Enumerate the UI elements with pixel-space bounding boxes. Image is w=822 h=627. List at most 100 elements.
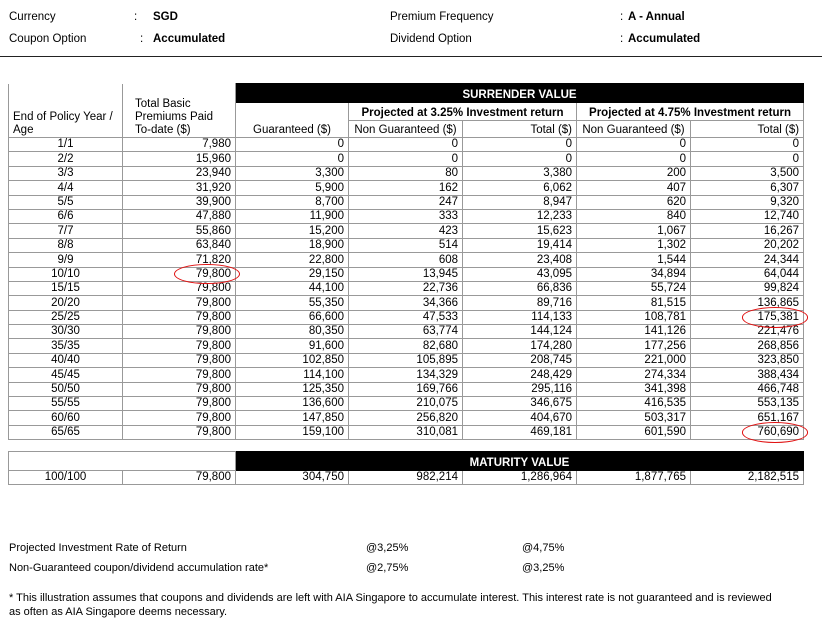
cell-year: 1/1 xyxy=(8,136,123,153)
cell-premiums: 63,840 xyxy=(122,237,236,254)
cell-total-475: 553,135 xyxy=(689,396,805,412)
cell-non-guaranteed-325: 256,820 xyxy=(348,410,463,426)
maturity-value-title: MATURITY VALUE xyxy=(235,451,804,471)
cell-premiums: 79,800 xyxy=(122,410,236,426)
cell-total-325: 174,280 xyxy=(462,338,577,354)
cell-total-475: 20,202 xyxy=(689,237,805,254)
table-row: 1/1 7,980 0 0 0 0 0 xyxy=(8,136,805,153)
surrender-value-title: SURRENDER VALUE xyxy=(234,83,805,103)
cell-non-guaranteed-325: 514 xyxy=(348,237,463,254)
currency-sep: : xyxy=(134,11,138,23)
table-row: 55/55 79,800 136,600 210,075 346,675 416,535 5… xyxy=(8,396,805,412)
cell-non-guaranteed-475: 221,000 xyxy=(576,352,691,369)
rate-of-return-475: @4,75% xyxy=(522,542,565,554)
cell-total-325: 144,124 xyxy=(462,324,577,340)
cell-year: 10/10 xyxy=(8,266,123,282)
cell-non-guaranteed-325: 169,766 xyxy=(348,381,463,398)
cell-non-guaranteed-325: 608 xyxy=(348,252,463,268)
maturity-cell-non-guaranteed-325: 982,214 xyxy=(348,469,463,486)
premium-freq-sep: : xyxy=(620,11,624,23)
cell-non-guaranteed-325: 162 xyxy=(348,180,463,196)
cell-non-guaranteed-475: 840 xyxy=(576,208,691,225)
cell-total-475: 175,381 xyxy=(689,309,805,326)
currency-value: SGD xyxy=(153,11,178,23)
rate-of-return-325: @3,25% xyxy=(366,542,409,554)
cell-premiums: 79,800 xyxy=(122,396,236,412)
col-header-total-325: Total ($) xyxy=(462,120,577,138)
projected-325-title: Projected at 3.25% Investment return xyxy=(348,102,577,121)
cell-premiums: 39,900 xyxy=(122,194,236,210)
dividend-sep: : xyxy=(620,33,624,45)
table-row: 30/30 79,800 80,350 63,774 144,124 141,126 221… xyxy=(8,324,805,340)
cell-total-475: 6,307 xyxy=(689,180,805,196)
cell-premiums: 79,800 xyxy=(122,280,236,297)
accumulation-rate-2: @3,25% xyxy=(522,562,565,574)
cell-total-325: 346,675 xyxy=(462,396,577,412)
cell-year: 45/45 xyxy=(8,367,123,383)
cell-year: 7/7 xyxy=(8,223,123,239)
cell-total-325: 43,095 xyxy=(462,266,577,282)
cell-guaranteed: 18,900 xyxy=(235,237,349,254)
col-header-year: End of Policy Year / Age xyxy=(8,83,123,138)
cell-total-325: 15,623 xyxy=(462,223,577,239)
premium-frequency-label: Premium Frequency xyxy=(390,11,494,23)
cell-guaranteed: 11,900 xyxy=(235,208,349,225)
table-row: 6/6 47,880 11,900 333 12,233 840 12,740 xyxy=(8,208,805,225)
cell-guaranteed: 159,100 xyxy=(235,424,349,441)
accumulation-rate-1: @2,75% xyxy=(366,562,409,574)
cell-non-guaranteed-325: 134,329 xyxy=(348,367,463,383)
cell-non-guaranteed-325: 423 xyxy=(348,223,463,239)
cell-premiums: 79,800 xyxy=(122,338,236,354)
cell-premiums: 71,820 xyxy=(122,252,236,268)
cell-total-325: 19,414 xyxy=(462,237,577,254)
cell-non-guaranteed-475: 55,724 xyxy=(576,280,691,297)
cell-guaranteed: 55,350 xyxy=(235,295,349,311)
accumulation-rate-label: Non-Guaranteed coupon/dividend accumulat… xyxy=(9,562,269,574)
cell-premiums: 79,800 xyxy=(122,266,236,282)
table-row: 4/4 31,920 5,900 162 6,062 407 6,307 xyxy=(8,180,805,196)
cell-year: 2/2 xyxy=(8,151,123,167)
cell-total-325: 114,133 xyxy=(462,309,577,326)
col-header-premiums: Total Basic Premiums Paid To-date ($) xyxy=(122,83,236,138)
cell-non-guaranteed-475: 34,894 xyxy=(576,266,691,282)
cell-total-475: 268,856 xyxy=(689,338,805,354)
projected-475-title: Projected at 4.75% Investment return xyxy=(575,102,805,121)
table-row: 5/5 39,900 8,700 247 8,947 620 9,320 xyxy=(8,194,805,210)
cell-total-325: 8,947 xyxy=(462,194,577,210)
cell-guaranteed: 80,350 xyxy=(235,324,349,340)
cell-year: 65/65 xyxy=(8,424,123,441)
table-row: 65/65 79,800 159,100 310,081 469,181 601,590 7… xyxy=(8,424,805,441)
cell-premiums: 23,940 xyxy=(122,165,236,182)
table-row: 60/60 79,800 147,850 256,820 404,670 503,317 6… xyxy=(8,410,805,426)
cell-non-guaranteed-325: 82,680 xyxy=(348,338,463,354)
cell-non-guaranteed-475: 503,317 xyxy=(576,410,691,426)
dividend-option-value: Accumulated xyxy=(628,33,701,45)
table-row: 8/8 63,840 18,900 514 19,414 1,302 20,202 xyxy=(8,237,805,254)
cell-total-475: 466,748 xyxy=(689,381,805,398)
cell-non-guaranteed-475: 407 xyxy=(576,180,691,196)
cell-year: 55/55 xyxy=(8,396,123,412)
header-divider xyxy=(0,56,822,57)
cell-total-475: 0 xyxy=(689,151,805,167)
cell-total-475: 221,476 xyxy=(689,324,805,340)
cell-total-475: 0 xyxy=(689,136,805,153)
coupon-sep: : xyxy=(140,33,144,45)
cell-non-guaranteed-325: 105,895 xyxy=(348,352,463,369)
cell-total-325: 0 xyxy=(462,151,577,167)
cell-total-475: 651,167 xyxy=(689,410,805,426)
cell-total-325: 208,745 xyxy=(462,352,577,369)
cell-non-guaranteed-325: 310,081 xyxy=(348,424,463,441)
cell-total-475: 760,690 xyxy=(689,424,805,441)
cell-total-325: 66,836 xyxy=(462,280,577,297)
cell-non-guaranteed-325: 333 xyxy=(348,208,463,225)
col-header-guaranteed: Guaranteed ($) xyxy=(235,102,349,138)
maturity-blank xyxy=(8,451,236,471)
rate-of-return-label: Projected Investment Rate of Return xyxy=(9,542,187,554)
cell-premiums: 79,800 xyxy=(122,309,236,326)
cell-total-475: 9,320 xyxy=(689,194,805,210)
cell-premiums: 15,960 xyxy=(122,151,236,167)
cell-non-guaranteed-475: 81,515 xyxy=(576,295,691,311)
cell-non-guaranteed-325: 247 xyxy=(348,194,463,210)
cell-non-guaranteed-325: 80 xyxy=(348,165,463,182)
cell-year: 35/35 xyxy=(8,338,123,354)
